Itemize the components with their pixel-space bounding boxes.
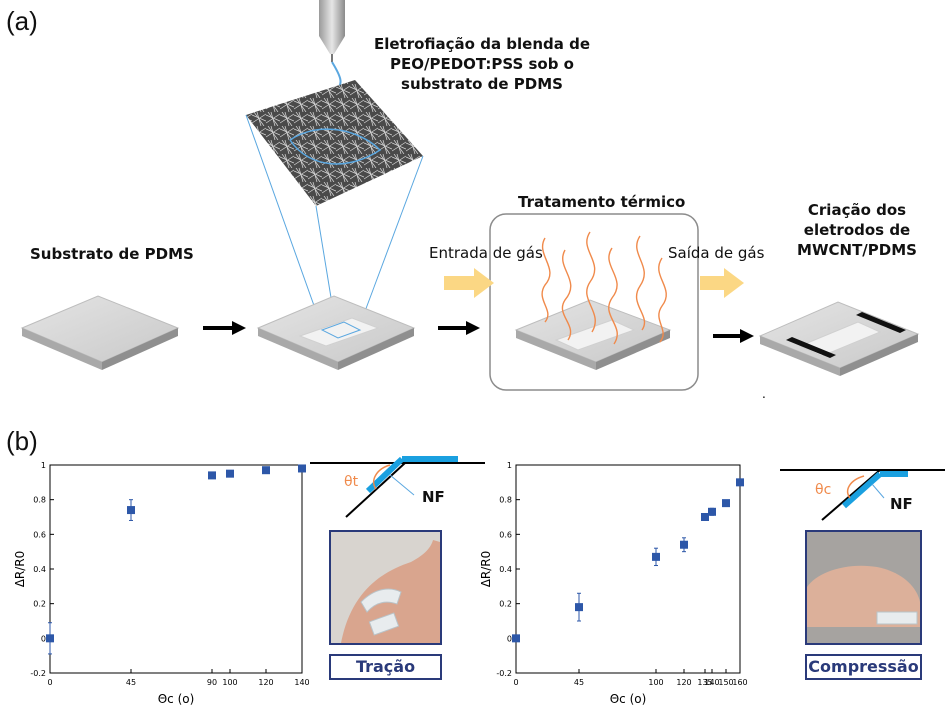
tension-schematic (310, 456, 485, 518)
substrate-label: Substrato de PDMS (30, 245, 194, 263)
data-point (722, 499, 730, 508)
x-tick-label: 100 (648, 678, 663, 687)
electrode-plate (758, 301, 920, 376)
pdms-substrate-plate (20, 295, 180, 370)
tension-photo-illustration (331, 532, 440, 643)
process-arrow-3 (713, 329, 754, 343)
data-point (127, 506, 135, 515)
fabrication-diagram: . (20, 0, 920, 401)
x-axis-label: Θc (o) (158, 692, 195, 705)
y-axis-label: ΔR/R0 (13, 551, 27, 588)
x-tick-label: 120 (258, 678, 273, 687)
theta-t-label: θt (344, 474, 359, 490)
process-arrow-1 (203, 321, 246, 335)
x-axis-label: Θc (o) (610, 692, 647, 705)
nanofiber-mat-image (246, 80, 423, 206)
data-point (298, 464, 306, 473)
nf-label-left: NF (422, 488, 445, 506)
plot-frame (49, 464, 303, 674)
thermal-oven (489, 213, 699, 391)
tension-caption: Tração (329, 654, 442, 680)
y-tick-label: 1 (41, 461, 46, 470)
data-point (652, 552, 660, 561)
data-point (575, 603, 583, 612)
x-tick-label: 0 (513, 678, 518, 687)
heat-waves (541, 231, 667, 345)
y-tick-label: -0.2 (496, 669, 512, 678)
electrospinning-nozzle (319, 0, 345, 62)
x-tick-label: 135 (697, 678, 712, 687)
panel-b-label: (b) (6, 426, 38, 456)
y-tick-label: 0.8 (33, 496, 46, 505)
y-axis-label: ΔR/R0 (479, 551, 493, 588)
x-tick-label: 90 (207, 678, 217, 687)
y-tick-label: 0.8 (499, 496, 512, 505)
y-tick-label: 1 (507, 461, 512, 470)
gas-out-label: Saída de gás (668, 244, 765, 262)
compression-photo (805, 530, 922, 645)
nf-label-right: NF (890, 495, 913, 513)
compression-photo-illustration (807, 532, 920, 643)
data-point (208, 471, 216, 480)
x-tick-label: 160 (732, 678, 747, 687)
thermal-treatment-label: Tratamento térmico (518, 193, 686, 211)
y-tick-label: 0 (507, 634, 512, 643)
electrodes-label: Criação dos eletrodos de MWCNT/PDMS (797, 201, 917, 259)
theta-c-label: θc (815, 482, 832, 498)
y-tick-label: 0.4 (499, 565, 512, 574)
electrospun-plate (256, 295, 416, 370)
process-arrow-2 (438, 321, 480, 335)
data-point (708, 507, 716, 516)
compression-schematic (780, 469, 945, 521)
data-point (226, 469, 234, 478)
chart-compression-plot: -0.200.20.40.60.810 45 100 120 135140150160Θ… (479, 461, 748, 705)
gas-in-arrow (444, 268, 494, 298)
y-tick-label: 0.6 (33, 530, 46, 539)
x-tick-label: 140 (294, 678, 309, 687)
gas-in-label: Entrada de gás (429, 244, 543, 262)
y-tick-label: 0.2 (33, 600, 46, 609)
panel-a-label: (a) (6, 6, 38, 36)
y-tick-label: 0.4 (33, 565, 46, 574)
tension-photo (329, 530, 442, 645)
data-point (512, 634, 520, 643)
x-tick-label: 0 (47, 678, 52, 687)
gas-out-arrow (700, 268, 744, 298)
plot-frame (515, 464, 741, 674)
x-tick-label: 120 (676, 678, 691, 687)
compression-caption: Compressão (805, 654, 922, 680)
x-tick-label: 45 (574, 678, 584, 687)
data-point (262, 466, 270, 475)
chart-compression: -0.200.20.40.60.810 45 100 120 135140150160Θ… (479, 461, 748, 705)
electrospinning-label: Eletrofiação da blenda de PEO/PEDOT:PSS … (373, 35, 591, 93)
y-tick-label: 0 (41, 634, 46, 643)
stray-mark: . (762, 387, 766, 401)
data-point (680, 540, 688, 549)
data-point (701, 513, 709, 521)
x-tick-label: 100 (222, 678, 237, 687)
y-tick-label: 0.6 (499, 530, 512, 539)
x-tick-label: 140 (704, 678, 719, 687)
x-tick-label: 45 (126, 678, 136, 687)
y-tick-label: -0.2 (30, 669, 46, 678)
data-point (46, 634, 54, 643)
y-tick-label: 0.2 (499, 600, 512, 609)
x-tick-label: 150 (718, 678, 733, 687)
data-point (736, 478, 744, 487)
